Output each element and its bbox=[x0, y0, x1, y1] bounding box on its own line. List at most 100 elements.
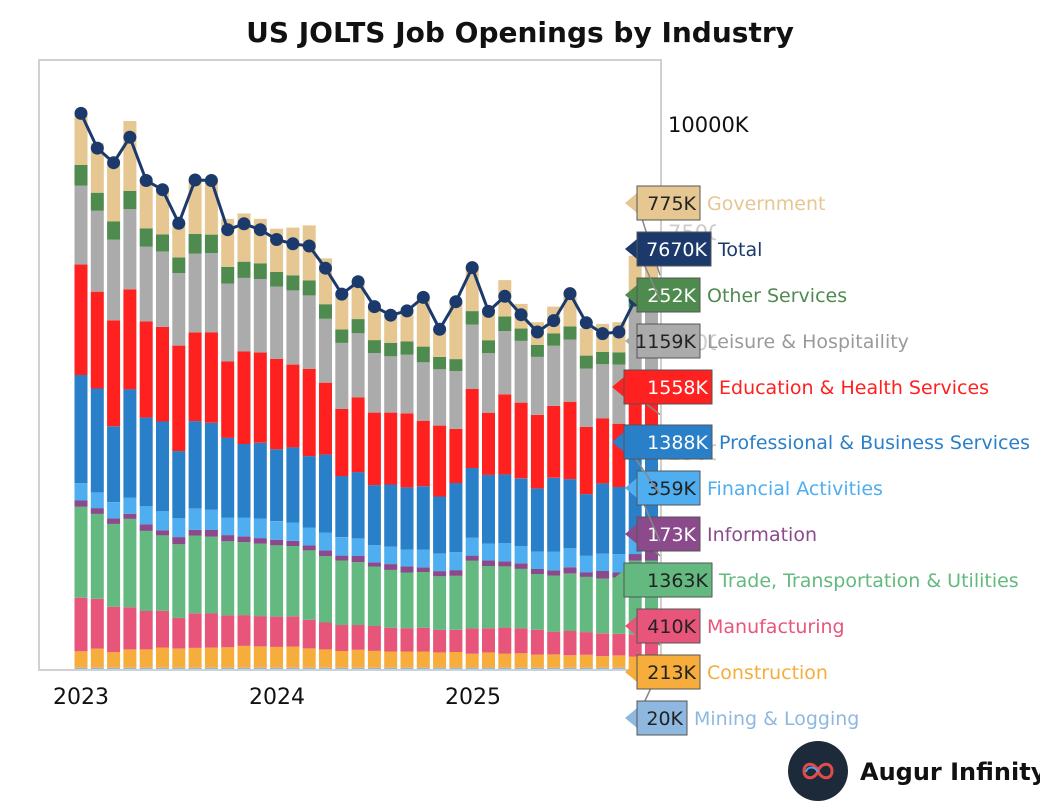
bar-segment bbox=[579, 654, 593, 668]
bar-segment bbox=[482, 566, 495, 629]
bar-segment bbox=[270, 539, 284, 546]
bar-segment bbox=[384, 315, 398, 343]
bar-segment bbox=[449, 552, 463, 571]
end-value-label: 7670K bbox=[646, 239, 707, 261]
series-name-label: Financial Activities bbox=[707, 478, 883, 500]
bar-segment bbox=[107, 652, 121, 668]
bar-segment bbox=[482, 543, 495, 561]
total-point bbox=[400, 304, 414, 318]
bar-segment bbox=[351, 538, 365, 556]
bar-segment bbox=[253, 442, 267, 519]
bar-segment bbox=[579, 494, 593, 556]
bar-segment bbox=[433, 425, 447, 497]
bar-segment bbox=[253, 538, 267, 544]
bar-segment bbox=[221, 283, 235, 362]
bar-segment bbox=[302, 550, 316, 620]
bar-segment bbox=[237, 261, 251, 278]
bar-segment bbox=[514, 546, 528, 564]
bar-segment bbox=[514, 478, 528, 546]
bar-segment bbox=[563, 339, 577, 402]
end-value-label: 1363K bbox=[647, 570, 708, 592]
total-point bbox=[433, 322, 447, 336]
bar-segment bbox=[90, 598, 104, 649]
bar-segment bbox=[563, 479, 577, 549]
series-name-label: Leisure & Hospitaility bbox=[707, 331, 909, 353]
bar-segment bbox=[547, 654, 561, 668]
bar-segment bbox=[482, 560, 495, 566]
bar-segment bbox=[514, 628, 528, 654]
bar-segment bbox=[351, 667, 365, 669]
bar-segment bbox=[514, 667, 528, 669]
bar-segment bbox=[384, 651, 398, 668]
bar-segment bbox=[416, 627, 430, 652]
bar-segment bbox=[172, 537, 186, 545]
bar-segment bbox=[139, 530, 153, 611]
bar-segment bbox=[612, 577, 626, 634]
bar-segment bbox=[400, 341, 414, 355]
bar-segment bbox=[123, 667, 137, 669]
bar-segment bbox=[302, 295, 316, 369]
bar-segment bbox=[172, 544, 186, 618]
bar-segment bbox=[204, 332, 218, 423]
total-point bbox=[498, 289, 512, 303]
bar-segment bbox=[156, 667, 169, 669]
bar-segment bbox=[319, 532, 332, 551]
bar-segment bbox=[237, 667, 251, 669]
bar-segment bbox=[188, 421, 202, 509]
bar-segment bbox=[645, 551, 658, 561]
label-pointer bbox=[612, 570, 624, 590]
bar-segment bbox=[547, 345, 561, 406]
bar-segment bbox=[188, 253, 202, 333]
label-tag bbox=[623, 369, 713, 405]
bar-segment bbox=[74, 185, 88, 265]
bar-segment bbox=[612, 655, 626, 668]
bar-segment bbox=[433, 369, 447, 426]
bar-segment bbox=[221, 667, 235, 669]
total-point bbox=[253, 223, 267, 237]
bar-segment bbox=[90, 192, 104, 211]
bar-segment bbox=[514, 341, 528, 403]
bar-segment bbox=[351, 562, 365, 625]
bar-segment bbox=[74, 113, 88, 165]
bar-segment bbox=[74, 667, 88, 669]
end-value-label: 20K bbox=[646, 708, 683, 730]
total-point bbox=[156, 183, 169, 197]
bar-segment bbox=[514, 402, 528, 479]
x-tick-label: 2024 bbox=[249, 685, 305, 710]
bar-segment bbox=[270, 449, 284, 522]
bar-segment bbox=[596, 418, 610, 484]
bar-segment bbox=[123, 289, 137, 390]
bar-segment bbox=[449, 371, 463, 429]
bar-segment bbox=[433, 667, 447, 669]
total-point bbox=[596, 327, 610, 341]
bar-segment bbox=[286, 447, 300, 523]
bar-segment bbox=[204, 530, 218, 537]
bar-segment bbox=[384, 667, 398, 669]
bar-segment bbox=[449, 359, 463, 371]
bar-segment bbox=[107, 221, 121, 240]
bar-segment bbox=[465, 537, 479, 556]
bar-segment bbox=[270, 271, 284, 287]
bar-segment bbox=[563, 667, 577, 669]
bar-segment bbox=[74, 506, 88, 598]
label-tag bbox=[636, 608, 701, 644]
total-point bbox=[384, 308, 398, 322]
bar-segment bbox=[563, 573, 577, 631]
bar-segment bbox=[482, 474, 495, 544]
bar-segment bbox=[547, 333, 561, 346]
total-point bbox=[139, 174, 153, 187]
bar-segment bbox=[482, 652, 495, 668]
bar-segment bbox=[400, 628, 414, 652]
bar-segment bbox=[156, 251, 169, 327]
bar-segment bbox=[123, 519, 137, 608]
total-point bbox=[74, 106, 88, 120]
label-tag bbox=[636, 277, 701, 313]
label-pointer bbox=[625, 193, 637, 213]
bar-segment bbox=[139, 246, 153, 322]
bar-segment bbox=[367, 340, 381, 354]
label-pointer bbox=[625, 331, 637, 351]
bar-segment bbox=[498, 331, 512, 395]
bar-segment bbox=[188, 648, 202, 668]
bar-segment bbox=[612, 554, 626, 573]
bar-segment bbox=[579, 576, 593, 633]
